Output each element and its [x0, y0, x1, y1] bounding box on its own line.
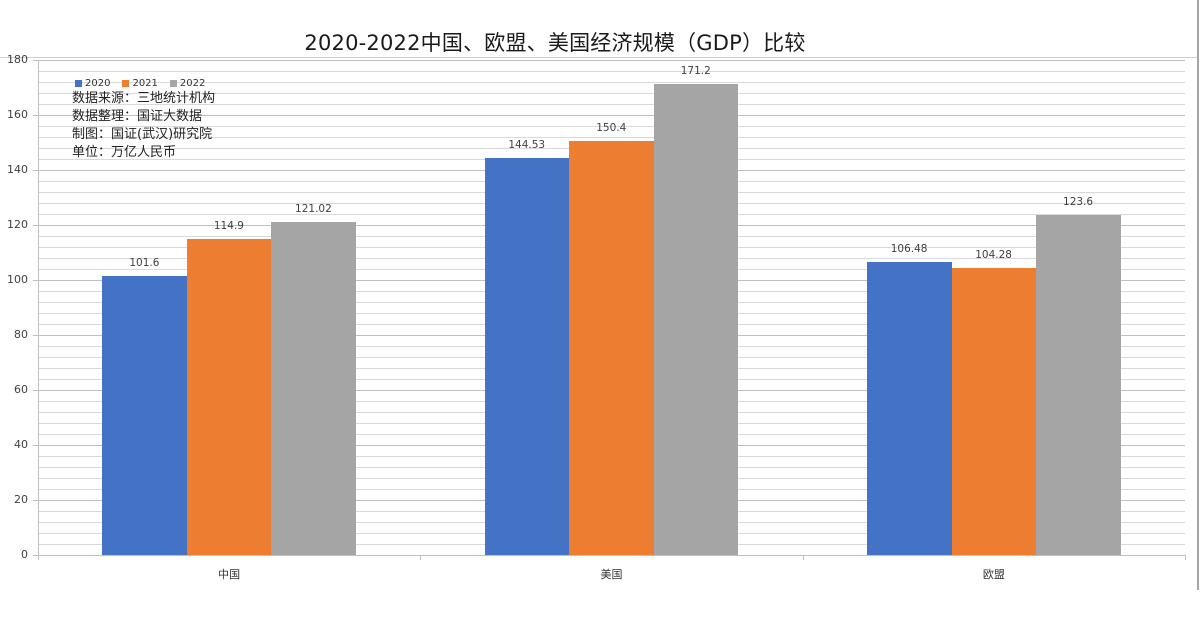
y-tick-label: 60 — [14, 383, 28, 396]
y-tick-label: 100 — [7, 273, 28, 286]
y-tick-label: 40 — [14, 438, 28, 451]
y-tick-mark — [33, 555, 38, 556]
bar-2022 — [271, 222, 356, 555]
y-tick-mark — [33, 280, 38, 281]
x-tick-mark — [38, 555, 39, 560]
gridline — [38, 137, 1185, 138]
y-tick-mark — [33, 115, 38, 116]
y-tick-label: 180 — [7, 53, 28, 66]
y-tick-mark — [33, 445, 38, 446]
bar-2020 — [867, 262, 952, 555]
x-tick-mark — [1185, 555, 1186, 560]
bar-2021 — [569, 141, 654, 555]
y-tick-mark — [33, 60, 38, 61]
y-axis — [38, 60, 39, 560]
legend-swatch-2020 — [75, 80, 82, 87]
y-tick-mark — [33, 500, 38, 501]
bar-2022 — [653, 84, 739, 555]
legend-swatch-2022 — [169, 80, 177, 87]
y-tick-label: 160 — [7, 108, 28, 121]
y-tick-label: 140 — [7, 163, 28, 176]
note-source: 数据来源：三地统计机构 — [72, 91, 216, 106]
bar-2022 — [1036, 215, 1121, 555]
chart-frame: 2020-2022中国、欧盟、美国经济规模（GDP）比较 0 20 40 60 80 10… — [0, 0, 1199, 590]
data-label: 171.2 — [680, 65, 711, 78]
note-unit: 单位：万亿人民币 — [72, 145, 177, 160]
data-label: 150.4 — [596, 122, 627, 135]
legend-label: 2022 — [179, 78, 206, 89]
gridline — [38, 60, 1185, 61]
legend-item-2022: 2022 — [169, 78, 206, 89]
bar-2020 — [102, 275, 187, 555]
note-chart-by: 制图：国证(武汉)研究院 — [72, 127, 213, 142]
legend-item-2020: 2020 — [75, 78, 110, 89]
chart-title: 2020-2022中国、欧盟、美国经济规模（GDP）比较 — [304, 31, 806, 55]
legend-swatch-2021 — [122, 80, 130, 87]
y-tick-label: 0 — [21, 548, 28, 561]
x-tick-mark — [802, 555, 804, 560]
data-label: 114.9 — [213, 220, 244, 233]
bar-2020 — [484, 157, 570, 555]
x-category-label: 中国 — [218, 568, 241, 581]
bar-2021 — [951, 268, 1037, 555]
data-label: 144.53 — [508, 138, 546, 151]
gridline — [38, 71, 1185, 72]
x-category-label: 美国 — [600, 568, 623, 581]
note-compiled-by: 数据整理：国证大数据 — [72, 109, 203, 124]
source-notes: 数据来源：三地统计机构 数据整理：国证大数据 制图：国证(武汉)研究院 单位：万… — [72, 90, 215, 162]
x-tick-mark — [420, 555, 422, 560]
legend: 2020 2021 2022 — [75, 78, 205, 89]
legend-label: 2021 — [132, 78, 158, 89]
y-tick-mark — [33, 170, 38, 171]
data-label: 106.48 — [890, 243, 928, 256]
y-tick-mark — [33, 390, 38, 391]
y-tick-label: 120 — [7, 218, 28, 231]
legend-item-2021: 2021 — [122, 78, 158, 89]
gridline — [38, 82, 1185, 83]
gridline — [38, 126, 1185, 127]
gridline — [38, 93, 1185, 94]
legend-label: 2020 — [85, 78, 111, 89]
y-tick-label: 80 — [14, 328, 28, 341]
data-label: 121.02 — [295, 203, 332, 216]
x-axis — [38, 555, 1185, 556]
bar-2021 — [186, 239, 272, 555]
data-label: 104.28 — [975, 249, 1012, 262]
gridline — [38, 104, 1185, 105]
y-tick-mark — [33, 335, 38, 336]
title-divider — [0, 57, 1197, 58]
y-tick-label: 20 — [14, 493, 28, 506]
x-category-label: 欧盟 — [982, 568, 1005, 581]
data-label: 101.6 — [129, 256, 160, 269]
data-label: 123.6 — [1063, 196, 1094, 209]
y-tick-mark — [33, 225, 38, 226]
gridline — [38, 115, 1185, 116]
